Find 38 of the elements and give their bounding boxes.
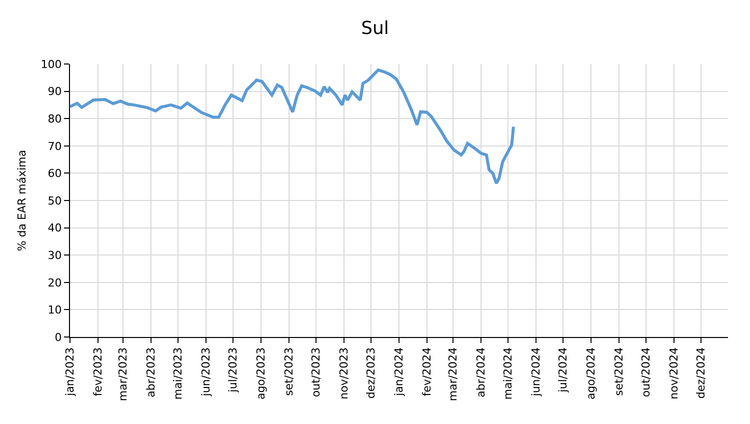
x-tick-label: ago/2024	[584, 347, 598, 400]
x-tick-label: jan/2023	[64, 347, 77, 397]
y-tick-label: 90	[48, 85, 62, 98]
x-tick-label: dez/2023	[364, 347, 378, 399]
x-tick-label: abr/2023	[144, 347, 158, 398]
x-tick-label: abr/2024	[474, 347, 488, 398]
x-tick-label: out/2024	[640, 347, 653, 398]
x-tick-label: set/2023	[282, 347, 296, 396]
x-tick-label: mai/2023	[172, 347, 185, 400]
y-tick-label: 10	[48, 304, 62, 317]
x-tick-label: jan/2024	[392, 347, 406, 397]
x-tick-label: mar/2023	[116, 347, 130, 402]
y-tick-label: 100	[40, 58, 62, 71]
y-tick-label: 50	[48, 194, 62, 208]
x-tick-label: set/2024	[612, 347, 626, 396]
x-tick-label: dez/2024	[694, 347, 708, 399]
x-tick-label: mai/2024	[502, 347, 515, 400]
x-tick-label: jun/2023	[200, 347, 213, 398]
chart-title: Sul	[361, 18, 389, 39]
y-tick-label: 0	[54, 330, 62, 344]
x-tick-label: nov/2023	[338, 347, 351, 400]
y-axis-title: % da EAR máxima	[15, 150, 28, 252]
x-tick-label: jul/2023	[226, 347, 240, 394]
y-tick-label: 80	[48, 112, 62, 126]
y-tick-label: 20	[48, 276, 62, 290]
x-tick-label: fev/2023	[92, 347, 105, 396]
y-tick-label: 70	[48, 140, 62, 153]
y-tick-label: 40	[48, 222, 62, 235]
line-series	[70, 68, 515, 185]
x-tick-label: nov/2024	[667, 347, 680, 400]
y-tick-label: 30	[48, 248, 62, 262]
x-tick-label: ago/2023	[254, 347, 268, 400]
x-tick-label: out/2023	[310, 347, 323, 398]
y-tick-label: 60	[48, 167, 62, 180]
x-tick-label: jun/2024	[530, 347, 543, 398]
x-tick-label: jul/2024	[556, 347, 570, 394]
x-tick-label: fev/2024	[420, 347, 434, 396]
x-tick-label: mar/2024	[446, 347, 460, 402]
